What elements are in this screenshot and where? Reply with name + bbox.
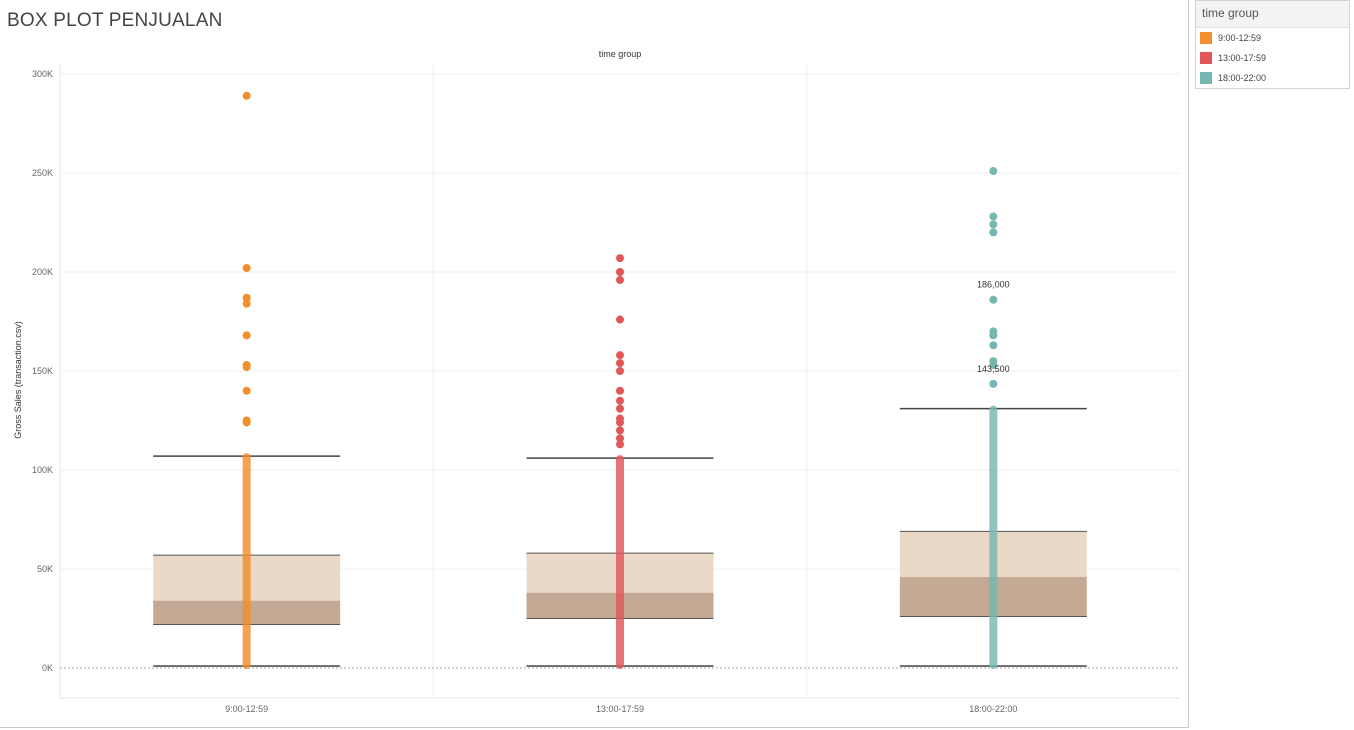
box-plot-chart: time group Gross Sales (transaction.csv)… — [13, 49, 1180, 714]
outlier-point — [989, 167, 998, 176]
data-label: 186,000 — [977, 280, 1010, 290]
outlier-point — [242, 91, 251, 100]
y-tick-label: 100K — [32, 465, 53, 475]
y-tick-label: 150K — [32, 366, 53, 376]
outlier-point — [242, 264, 251, 273]
worksheet — [0, 0, 1189, 728]
outlier-point — [989, 212, 998, 221]
data-point-column — [616, 455, 624, 670]
outlier-point — [242, 293, 251, 302]
legend-item-2[interactable]: 18:00-22:00 — [1196, 68, 1349, 88]
outlier-point — [616, 315, 624, 324]
outlier-point — [242, 418, 251, 427]
y-tick-label: 0K — [42, 663, 53, 673]
outlier-point — [616, 386, 624, 395]
outlier-point — [989, 228, 998, 237]
outlier-point — [242, 331, 251, 340]
y-tick-label: 300K — [32, 69, 53, 79]
y-tick-label: 50K — [37, 564, 53, 574]
outlier-point — [242, 299, 251, 308]
chart-title: BOX PLOT PENJUALAN — [7, 10, 223, 31]
outlier-point — [242, 363, 251, 372]
legend-label: 9:00-12:59 — [1218, 33, 1262, 43]
outlier-point — [616, 426, 624, 435]
data-label: 143,500 — [977, 364, 1010, 374]
outlier-point — [989, 361, 998, 370]
y-tick-label: 200K — [32, 267, 53, 277]
outlier-point — [616, 275, 624, 284]
x-tick-label: 18:00-22:00 — [969, 704, 1017, 714]
outlier-point — [616, 359, 624, 368]
outlier-point — [242, 386, 251, 395]
legend-swatch — [1200, 72, 1212, 84]
legend-item-0[interactable]: 9:00-12:59 — [1196, 28, 1349, 48]
y-axis-title: Gross Sales (transaction.csv) — [13, 321, 23, 439]
legend-swatch — [1200, 32, 1212, 44]
data-point-column — [242, 453, 251, 670]
legend-item-1[interactable]: 13:00-17:59 — [1196, 48, 1349, 68]
legend-swatch — [1200, 52, 1212, 64]
x-tick-label: 9:00-12:59 — [225, 704, 268, 714]
legend[interactable]: time group 9:00-12:59 13:00-17:59 18:00-… — [1195, 0, 1350, 89]
legend-label: 18:00-22:00 — [1218, 73, 1267, 83]
outlier-point — [616, 254, 624, 263]
column-header: time group — [599, 49, 642, 59]
outlier-point — [989, 331, 998, 340]
outlier-point — [616, 434, 624, 443]
outlier-point — [989, 341, 998, 350]
outlier-point — [989, 220, 998, 229]
outlier-point — [616, 404, 624, 413]
outlier-point — [616, 418, 624, 427]
outlier-point — [616, 396, 624, 405]
outlier-point — [616, 367, 624, 375]
plot-area: 0K 50K 100K 150K 200K 250K 300K 9:00-12:59 13:00… — [32, 64, 1180, 714]
outlier-point — [616, 440, 624, 449]
legend-label: 13:00-17:59 — [1218, 53, 1267, 63]
outlier-point — [989, 295, 998, 304]
x-tick-label: 13:00-17:59 — [596, 704, 644, 714]
outlier-point — [616, 351, 624, 360]
outlier-point — [616, 268, 624, 276]
y-tick-label: 250K — [32, 168, 53, 178]
legend-title: time group — [1196, 1, 1349, 28]
outlier-point — [989, 379, 998, 388]
data-point-column — [989, 405, 998, 670]
